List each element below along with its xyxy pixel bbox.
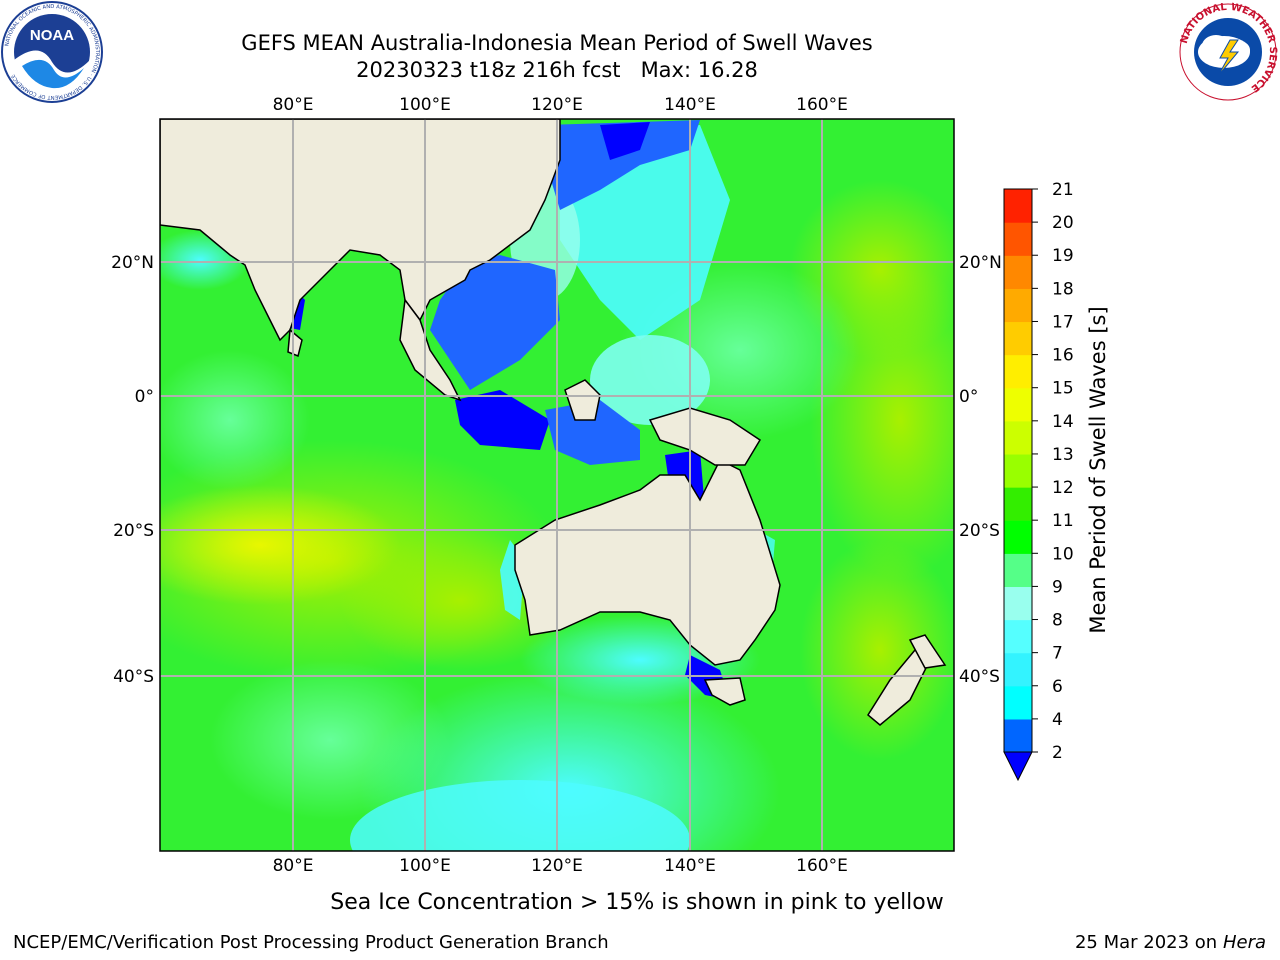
colorbar-tick-label: 18 [1052,279,1074,299]
colorbar-tick-label: 11 [1052,511,1074,531]
borneo-land [564,379,601,421]
lat-tick: 20°N [111,253,154,273]
map-grid [160,119,954,851]
colorbar-tick-label: 6 [1052,677,1063,697]
swell-field-yellow-west [160,485,400,605]
lon-tick: 100°E [399,856,451,876]
colorbar-tick-label: 2 [1052,743,1063,763]
lat-tick: 20°S [959,521,1000,541]
lon-tick: 140°E [664,95,716,115]
landmasses [160,119,947,726]
lon-ticks-bottom: 80°E 100°E 120°E 140°E 160°E [273,856,848,876]
colorbar-tick-label: 7 [1052,644,1063,664]
lat-tick: 40°S [959,667,1000,687]
colorbar-swatch [1004,718,1032,753]
map-frame [159,118,955,852]
chart-title: GEFS MEAN Australia-Indonesia Mean Perio… [241,31,873,55]
colorbar-tick-label: 21 [1052,180,1074,200]
lat-tick: 0° [959,387,978,407]
lat-tick: 40°S [113,667,154,687]
lon-tick: 140°E [664,856,716,876]
colorbar-tick-label: 17 [1052,312,1074,332]
colorbar-swatch [1004,652,1032,687]
map-field [160,119,954,851]
swell-field-blue-scs [430,255,560,390]
asia-land [160,119,561,342]
colorbar-swatch [1004,420,1032,455]
swell-field-blue-java [455,390,550,450]
lon-tick: 160°E [796,856,848,876]
colorbar-tick-label: 12 [1052,478,1074,498]
colorbar-tick-label: 4 [1052,710,1063,730]
colorbar-tick-label: 10 [1052,544,1074,564]
lat-tick: 20°N [959,253,1002,273]
sea-ice-note: Sea Ice Concentration > 15% is shown in … [330,890,944,915]
new-guinea-land [648,407,762,466]
lon-tick: 80°E [273,95,314,115]
colorbar-extend-min [1003,751,1033,782]
chart-subtitle: 20230323 t18z 216h fcst Max: 16.28 [356,58,758,82]
colorbar-tick-label: 9 [1052,577,1063,597]
noaa-logo-text: NOAA [30,27,74,44]
malay-peninsula-land [399,298,462,402]
colorbar-tick-label: 15 [1052,379,1074,399]
colorbar-tick-label: 19 [1052,246,1074,266]
colorbar-label: Mean Period of Swell Waves [s] [1086,306,1110,634]
lon-tick: 160°E [796,95,848,115]
colorbar-tick-label: 8 [1052,611,1063,631]
footer-credit: NCEP/EMC/Verification Post Processing Pr… [13,932,609,953]
colorbar-tick-label: 16 [1052,346,1074,366]
colorbar-swatch [1004,520,1032,554]
footer-system: Hera [1222,932,1266,953]
new-zealand-north-land [908,634,947,669]
colorbar-tick-label: 20 [1052,213,1074,233]
lon-tick: 120°E [531,856,583,876]
colorbar-swatch [1004,189,1032,223]
lon-tick: 100°E [399,95,451,115]
footer-date: 25 Mar 2023 on Hera [1075,932,1266,953]
colorbar: 2 4 6 7 8 9 10 11 12 13 14 15 16 17 18 19 20 21 [1003,180,1074,782]
tasmania-land [703,677,746,706]
colorbar-tick-label: 14 [1052,412,1074,432]
colorbar-swatch [1004,553,1032,588]
colorbar-swatch [1004,354,1032,389]
footer-date-text: 25 Mar 2023 on [1074,932,1218,953]
colorbar-swatch [1004,487,1032,521]
nws-logo: NATIONAL WEATHER SERVICE [1179,2,1278,101]
colorbar-swatch [1004,222,1032,256]
lat-ticks-left: 20°N 0° 20°S 40°S [111,253,154,687]
lon-ticks-top: 80°E 100°E 120°E 140°E 160°E [273,95,848,115]
lon-tick: 120°E [531,95,583,115]
colorbar-swatch [1004,619,1032,654]
colorbar-swatch [1004,321,1032,356]
colorbar-frame [1003,188,1033,753]
colorbar-swatch [1004,255,1032,289]
colorbar-swatch [1004,685,1032,720]
lon-tick: 80°E [273,856,314,876]
colorbar-swatch [1004,387,1032,422]
colorbar-swatch [1004,288,1032,323]
sri-lanka-land [287,328,303,358]
lat-tick: 20°S [113,521,154,541]
australia-land [514,458,781,666]
colorbar-swatch [1004,586,1032,621]
swell-field-blue-eastchina [545,120,700,210]
lat-ticks-right: 20°N 0° 20°S 40°S [959,253,1002,687]
colorbar-tick-label: 13 [1052,445,1074,465]
colorbar-swatch [1004,453,1032,488]
noaa-logo: NOAA NATIONAL OCEANIC AND ATMOSPHERIC AD… [1,1,103,103]
lat-tick: 0° [135,387,154,407]
